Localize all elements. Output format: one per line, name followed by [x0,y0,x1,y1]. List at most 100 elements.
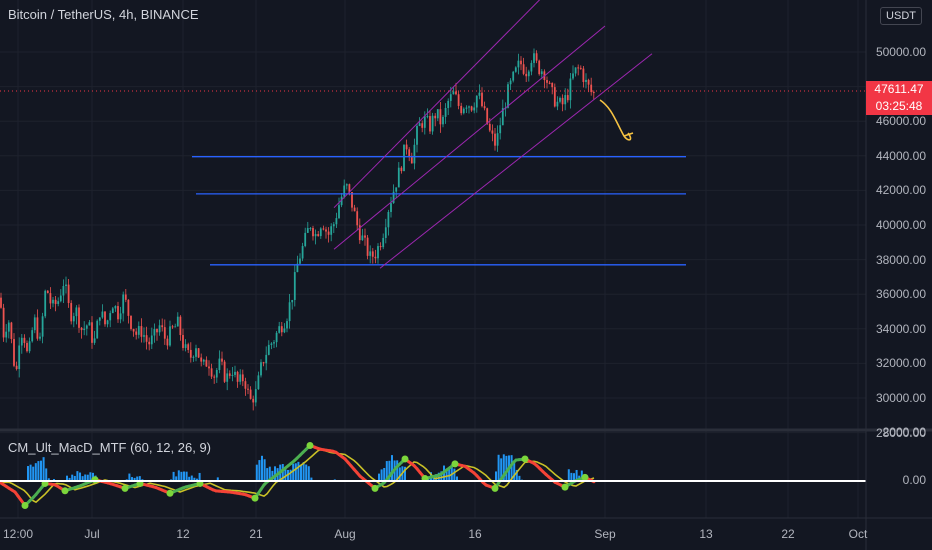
candle-body [135,331,138,335]
macd-cross-dot [306,441,314,449]
macd-cross-dot [166,489,174,497]
candle-body [566,95,569,101]
candle-body [65,284,67,287]
candle-body [127,299,130,316]
channel-line [333,25,606,250]
candle-body [527,71,530,77]
currency-button[interactable]: USDT [880,7,922,25]
candle-body [371,251,374,257]
candle-body [161,325,164,328]
candle-body [423,116,426,128]
candle-body [158,325,161,333]
macd-histogram-bar [575,469,578,481]
macd-histogram-bar [37,461,40,481]
candle-body [15,365,18,370]
macd-histogram-bar [391,455,393,481]
candle-body [374,256,377,259]
time-tick-label: 13 [699,527,713,541]
candle-body [470,106,473,111]
candle-body [343,185,346,197]
candle-body [254,389,257,403]
time-tick-label: Oct [848,527,868,541]
macd-histogram-bar [133,477,136,481]
candle-body [205,359,208,367]
macd-histogram-bar [515,469,518,481]
candle-body [481,92,483,107]
candle-body [413,144,416,164]
macd-cross-dot [91,476,99,484]
candle-body [223,361,226,382]
macd-histogram-bar [136,476,139,481]
candle-body [257,375,260,390]
candle-body [18,345,21,370]
grid [0,0,866,518]
candle-body [361,235,364,241]
candle-body [275,332,278,343]
candle-body [449,94,452,101]
candle-body [462,108,465,114]
candle-body [551,82,554,88]
macd-histogram-bar [263,459,266,481]
candle-body [33,317,36,331]
macd-histogram-bar [216,477,219,481]
candle-body [176,316,179,327]
macd-histogram-bar [302,462,305,481]
candle-body [78,307,80,328]
macd-cross-dot [491,484,499,492]
candle-body [455,91,457,95]
macd-histogram-bar [255,464,258,481]
candle-body [130,315,132,329]
price-tick-label: 50000.00 [875,45,926,59]
price-tick-label: 42000.00 [875,183,926,198]
macd-histogram-bar [378,473,380,481]
candle-body [512,71,515,81]
candle-body [590,84,593,93]
macd-histogram-bar [450,464,453,481]
macd-histogram-bar [175,476,178,481]
candle-body [283,328,286,333]
candle-body [96,320,99,339]
candle-body [221,358,223,362]
macd-histogram-bar [261,455,263,481]
macd-histogram-bar [138,476,141,481]
candle-body [13,338,15,366]
macd-histogram-bar [47,478,50,481]
macd-histogram-bar [183,471,185,481]
macd-histogram-bar [128,473,131,481]
candle-body [169,326,171,346]
candle-body [431,115,434,132]
candle-body [210,368,213,377]
macd-cross-dot [401,455,409,463]
candle-body [23,337,26,343]
macd-histogram-bar [45,468,48,481]
candle-body [548,82,551,84]
candle-body [421,123,424,128]
macd-histogram-bar [268,466,271,481]
candle-body [301,246,304,259]
candle-body [239,374,242,382]
candle-body [540,71,543,75]
candle-body [106,320,109,325]
price-countdown: 03:25:48 [875,99,923,113]
symbol-title[interactable]: Bitcoin / TetherUS, 4h, BINANCE [8,7,199,22]
candle-body [7,322,10,332]
macd-histogram-bar [188,476,191,481]
macd-histogram-bar [193,477,196,481]
indicator-title[interactable]: CM_Ult_MacD_MTF (60, 12, 26, 9) [8,440,212,455]
macd-histogram-bar [27,466,29,481]
candle-body [67,284,70,304]
candle-body [49,293,52,304]
macd-histogram-bar [305,464,308,481]
macd-histogram-bar [172,471,175,481]
macd-histogram-bar [190,475,193,481]
candle-body [322,228,325,230]
candle-body [174,326,177,328]
candle-body [88,322,91,326]
macd-cross-dot [581,473,589,481]
candle-body [483,106,486,109]
candle-body [293,272,296,300]
candle-body [262,362,265,364]
projection-arrow [599,99,634,141]
candle-body [358,225,361,241]
